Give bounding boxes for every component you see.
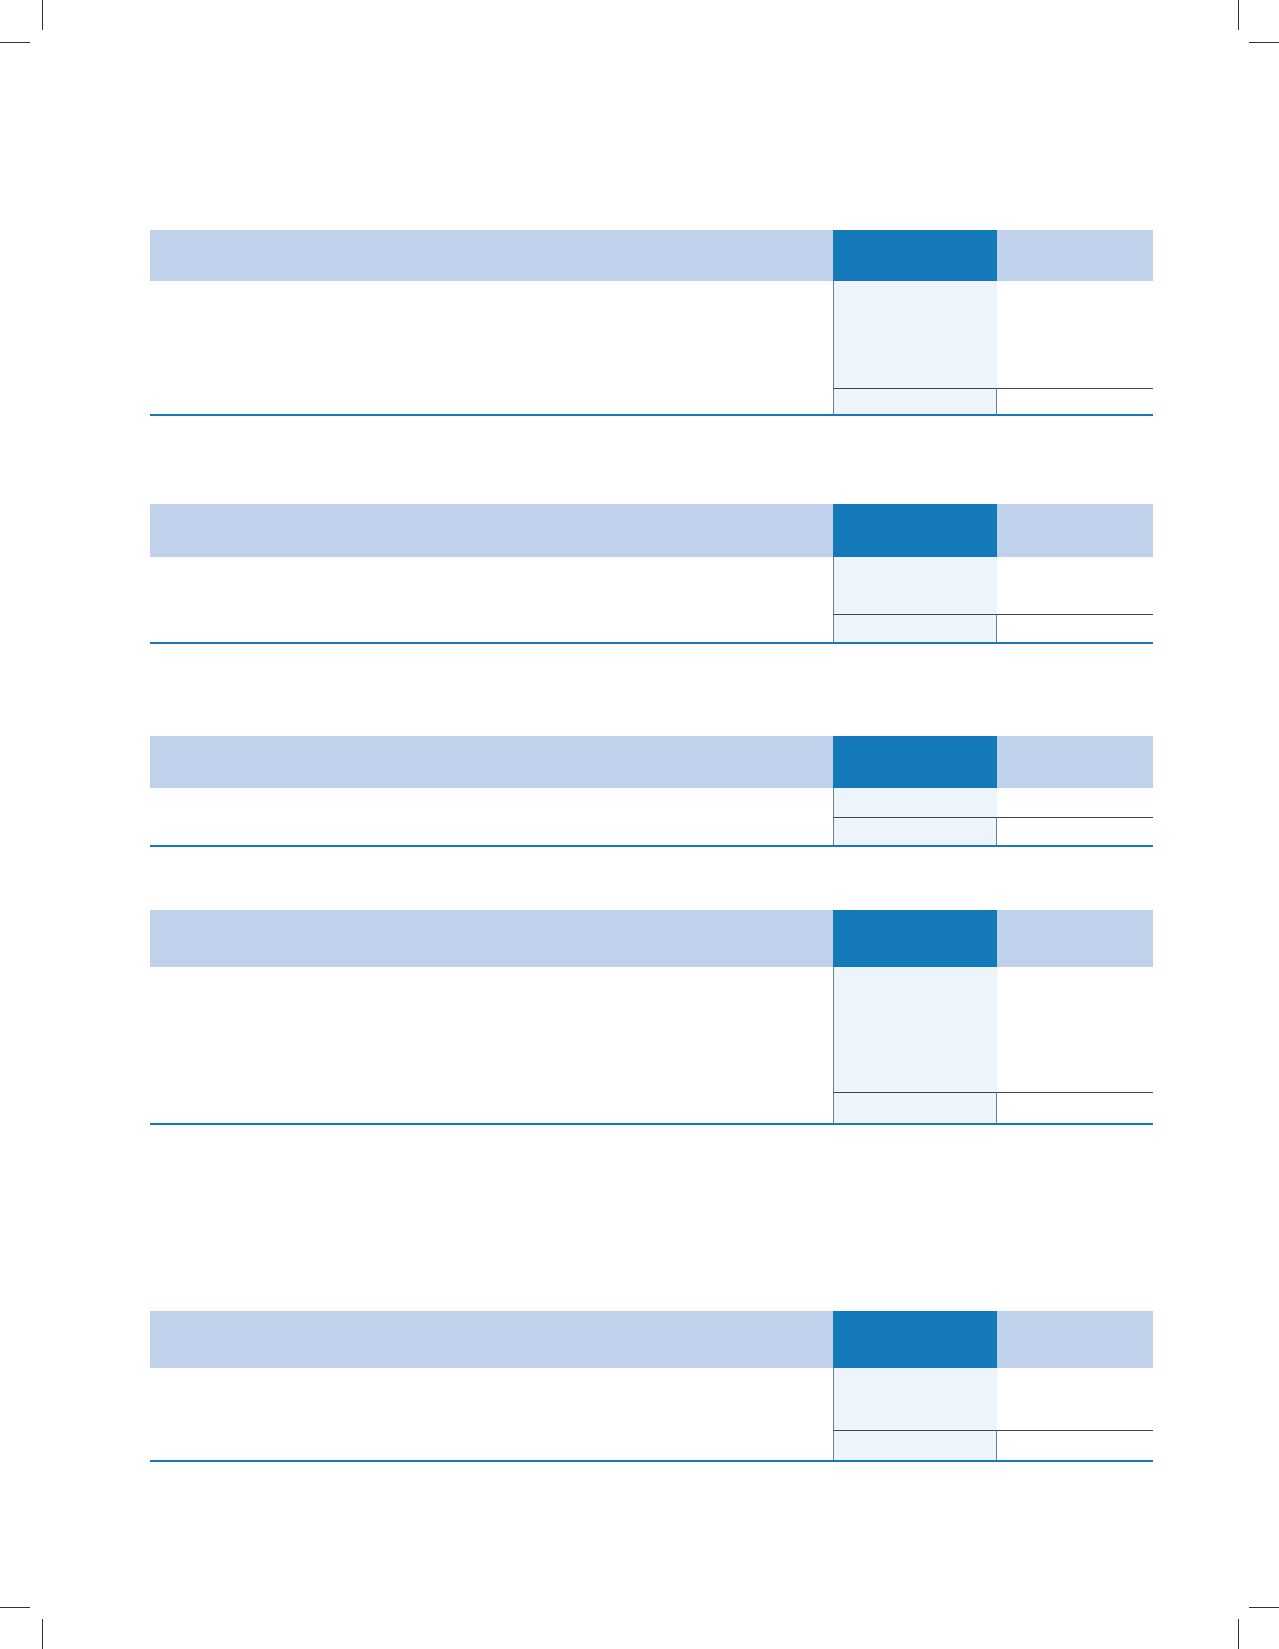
- table-header-row: [150, 1311, 1153, 1368]
- header-description-cell: [150, 1311, 833, 1368]
- total-current-year-cell: [833, 388, 997, 414]
- total-description-cell: [150, 388, 833, 414]
- table-total-row: [150, 1430, 1153, 1462]
- header-prior-year-cell: [997, 504, 1153, 557]
- header-description-cell: [150, 230, 833, 281]
- total-current-year-cell: [833, 1430, 997, 1460]
- total-description-cell: [150, 1430, 833, 1460]
- table-header-row: [150, 736, 1153, 788]
- body-current-year-column: [833, 788, 997, 817]
- table-body: [150, 788, 1153, 817]
- body-description-column: [150, 1368, 833, 1430]
- body-current-year-column: [833, 281, 997, 388]
- total-prior-year-cell: [997, 1430, 1153, 1460]
- header-prior-year-cell: [997, 910, 1153, 967]
- body-current-year-column: [833, 557, 997, 614]
- body-description-column: [150, 557, 833, 614]
- crop-mark-bottom-left-horizontal: [0, 1607, 30, 1608]
- body-description-column: [150, 967, 833, 1092]
- table-total-row: [150, 1092, 1153, 1125]
- header-current-year-cell: [833, 1311, 997, 1368]
- header-prior-year-cell: [997, 230, 1153, 281]
- body-prior-year-column: [997, 788, 1153, 817]
- table-header-row: [150, 230, 1153, 281]
- crop-mark-top-right-horizontal: [1249, 42, 1279, 43]
- total-prior-year-cell: [997, 388, 1153, 414]
- table-body: [150, 557, 1153, 614]
- body-current-year-column: [833, 967, 997, 1092]
- financial-table-2: [150, 504, 1153, 644]
- total-description-cell: [150, 817, 833, 845]
- crop-mark-top-left-vertical: [42, 0, 43, 30]
- financial-table-1: [150, 230, 1153, 416]
- header-prior-year-cell: [997, 1311, 1153, 1368]
- body-prior-year-column: [997, 557, 1153, 614]
- table-header-row: [150, 910, 1153, 967]
- crop-mark-top-left-horizontal: [0, 42, 30, 43]
- table-header-row: [150, 504, 1153, 557]
- financial-table-3: [150, 736, 1153, 847]
- header-description-cell: [150, 504, 833, 557]
- table-total-row: [150, 614, 1153, 644]
- financial-table-5: [150, 1311, 1153, 1462]
- header-description-cell: [150, 910, 833, 967]
- table-body: [150, 1368, 1153, 1430]
- crop-mark-top-right-vertical: [1238, 0, 1239, 30]
- total-description-cell: [150, 614, 833, 642]
- total-current-year-cell: [833, 817, 997, 845]
- header-current-year-cell: [833, 230, 997, 281]
- table-total-row: [150, 817, 1153, 847]
- body-current-year-column: [833, 1368, 997, 1430]
- table-body: [150, 967, 1153, 1092]
- header-description-cell: [150, 736, 833, 788]
- body-description-column: [150, 788, 833, 817]
- body-prior-year-column: [997, 1368, 1153, 1430]
- total-prior-year-cell: [997, 1092, 1153, 1123]
- total-current-year-cell: [833, 614, 997, 642]
- crop-mark-bottom-right-horizontal: [1249, 1607, 1279, 1608]
- total-current-year-cell: [833, 1092, 997, 1123]
- body-prior-year-column: [997, 281, 1153, 388]
- crop-mark-bottom-left-vertical: [42, 1619, 43, 1649]
- header-current-year-cell: [833, 910, 997, 967]
- financial-table-4: [150, 910, 1153, 1125]
- header-current-year-cell: [833, 504, 997, 557]
- body-description-column: [150, 281, 833, 388]
- total-prior-year-cell: [997, 614, 1153, 642]
- total-prior-year-cell: [997, 817, 1153, 845]
- table-total-row: [150, 388, 1153, 416]
- total-description-cell: [150, 1092, 833, 1123]
- header-prior-year-cell: [997, 736, 1153, 788]
- crop-mark-bottom-right-vertical: [1238, 1619, 1239, 1649]
- table-body: [150, 281, 1153, 388]
- body-prior-year-column: [997, 967, 1153, 1092]
- header-current-year-cell: [833, 736, 997, 788]
